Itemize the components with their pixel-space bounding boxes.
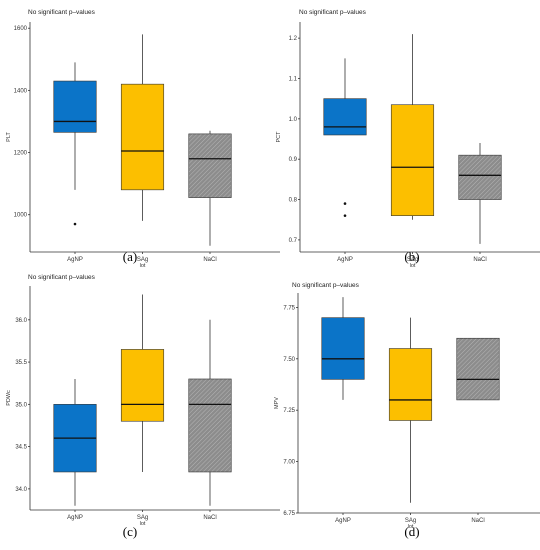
panel-caption: (c) bbox=[123, 524, 137, 539]
outlier-point bbox=[344, 202, 347, 205]
x-tick-label: AgNP bbox=[67, 257, 83, 263]
x-tick-label: NaCl bbox=[471, 518, 484, 524]
box-sag bbox=[121, 294, 164, 472]
y-tick-label: 1200 bbox=[14, 151, 28, 157]
box-agnp bbox=[54, 62, 97, 225]
y-tick-label: 36.0 bbox=[15, 318, 27, 324]
box-body bbox=[54, 81, 97, 132]
x-tick-label: NaCl bbox=[203, 257, 216, 263]
y-tick-label: 1600 bbox=[14, 26, 28, 32]
panel-caption: (a) bbox=[123, 249, 137, 264]
box-body bbox=[189, 379, 232, 472]
box-sag bbox=[391, 34, 434, 220]
x-axis-title: lot bbox=[140, 521, 146, 527]
box-agnp bbox=[54, 379, 97, 506]
box-nacl bbox=[189, 131, 232, 246]
chart-title: No significant p–values bbox=[28, 9, 96, 16]
y-tick-label: 35.0 bbox=[15, 402, 27, 408]
chart-title: No significant p–values bbox=[292, 282, 360, 289]
chart-title: No significant p–values bbox=[299, 9, 367, 16]
box-nacl bbox=[457, 338, 500, 400]
y-tick-label: 0.7 bbox=[289, 238, 298, 244]
box-sag bbox=[389, 318, 432, 503]
chart-panel-4: No significant p–values 6.75 7.00 7.25 7.50 7… bbox=[274, 282, 540, 539]
box-body bbox=[459, 155, 502, 199]
box-agnp bbox=[322, 297, 365, 400]
box-body bbox=[457, 338, 500, 400]
box-body bbox=[391, 105, 434, 216]
y-tick-label: 1000 bbox=[14, 213, 28, 219]
x-tick-label: AgNP bbox=[67, 515, 83, 521]
outlier-point bbox=[344, 214, 347, 217]
chart-panel-1: No significant p–values 1000 1200 1400 1600 P… bbox=[6, 9, 280, 269]
y-tick-label: 35.5 bbox=[15, 360, 27, 366]
panel-caption: (b) bbox=[404, 249, 419, 264]
y-tick-label: 1.1 bbox=[289, 76, 298, 82]
y-tick-label: 7.75 bbox=[283, 305, 295, 311]
box-body bbox=[322, 318, 365, 380]
box-sag bbox=[121, 34, 164, 220]
box-body bbox=[121, 349, 164, 421]
chart-panel-2: No significant p–values 0.7 0.8 0.9 1.0 1.1 1.… bbox=[276, 9, 540, 269]
y-tick-label: 0.9 bbox=[289, 157, 298, 163]
y-tick-label: 0.8 bbox=[289, 198, 298, 204]
y-tick-label: 34.0 bbox=[15, 487, 27, 493]
x-tick-label: NaCl bbox=[473, 257, 486, 263]
chart-panel-3: No significant p–values 34.0 34.5 35.0 35.5 3… bbox=[6, 274, 280, 539]
y-tick-label: 6.75 bbox=[283, 511, 295, 517]
box-nacl bbox=[189, 320, 232, 506]
panel-caption: (d) bbox=[404, 524, 419, 539]
y-axis-title: PLT bbox=[6, 132, 12, 142]
y-axis-title: MPV bbox=[274, 397, 280, 409]
y-axis-title: PCT bbox=[276, 131, 282, 143]
y-axis-title: PDWc bbox=[6, 390, 12, 406]
y-tick-label: 1.2 bbox=[289, 36, 298, 42]
x-tick-label: AgNP bbox=[337, 257, 353, 263]
y-tick-label: 34.5 bbox=[15, 445, 27, 451]
box-body bbox=[121, 84, 164, 190]
outlier-point bbox=[74, 223, 77, 226]
y-tick-label: 1400 bbox=[14, 88, 28, 94]
chart-title: No significant p–values bbox=[28, 274, 96, 281]
box-body bbox=[389, 349, 432, 421]
x-axis-title: lot bbox=[140, 263, 146, 269]
x-tick-label: AgNP bbox=[335, 518, 351, 524]
y-tick-label: 7.25 bbox=[283, 408, 295, 414]
box-body bbox=[189, 134, 232, 198]
box-agnp bbox=[324, 58, 367, 217]
x-tick-label: NaCl bbox=[203, 515, 216, 521]
y-tick-label: 1.0 bbox=[289, 117, 298, 123]
y-tick-label: 7.50 bbox=[283, 357, 295, 363]
box-nacl bbox=[459, 143, 502, 244]
y-tick-label: 7.00 bbox=[283, 460, 295, 466]
box-body bbox=[324, 99, 367, 135]
